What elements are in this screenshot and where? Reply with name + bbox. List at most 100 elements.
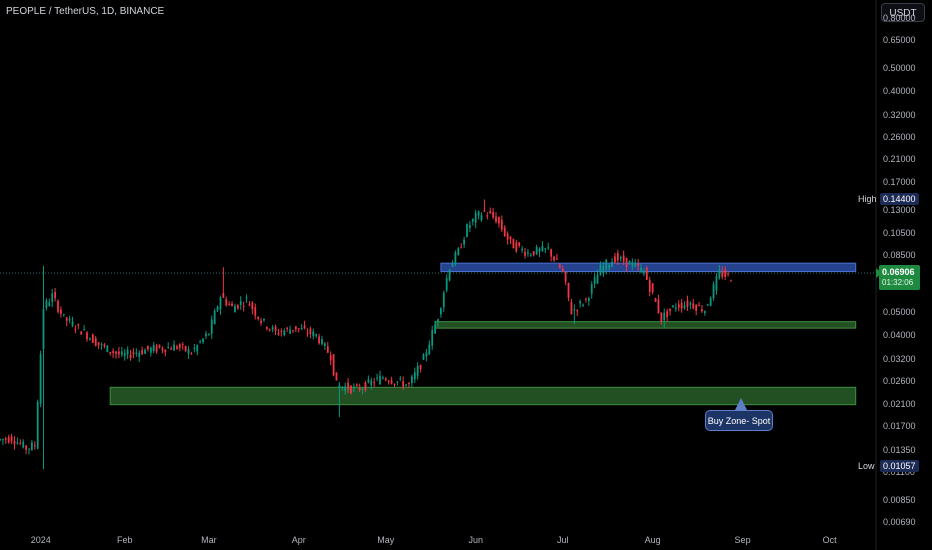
candle-body: [730, 280, 732, 282]
support-zone[interactable]: [109, 386, 857, 406]
low-label: Low: [858, 461, 875, 471]
candle: [231, 301, 233, 307]
candle: [616, 249, 619, 266]
candle: [120, 346, 123, 358]
candle-body: [654, 298, 657, 302]
time-tick-label: 2024: [30, 535, 51, 545]
candle-body: [561, 268, 564, 272]
candle: [190, 351, 193, 355]
candle: [48, 298, 51, 307]
candle: [518, 241, 521, 248]
candle-body: [634, 262, 637, 267]
candle-body: [538, 248, 541, 252]
candle: [498, 216, 500, 228]
price-tick-label: 0.21000: [883, 154, 916, 165]
candle: [106, 345, 109, 353]
candle-body: [541, 245, 544, 252]
candle-body: [628, 260, 631, 265]
candle: [483, 199, 486, 213]
bar-countdown: 01:32:06: [882, 278, 914, 287]
zone-layer: [109, 262, 857, 406]
candle-body: [527, 252, 529, 254]
candle-body: [608, 264, 611, 269]
price-tick-label: 0.05000: [883, 306, 916, 317]
candle-body: [341, 386, 344, 389]
candle: [161, 346, 164, 354]
candle: [590, 281, 593, 299]
candle-body: [33, 445, 36, 447]
candle: [257, 316, 260, 321]
candle-body: [300, 327, 303, 330]
candle: [593, 273, 596, 289]
candle: [202, 338, 204, 345]
candle-body: [503, 227, 506, 237]
resistance-zone[interactable]: [440, 262, 857, 273]
candle-body: [492, 212, 495, 218]
support-zone[interactable]: [434, 321, 857, 329]
candle: [712, 281, 715, 301]
candle-body: [495, 216, 497, 222]
candle-body: [155, 345, 158, 352]
candle: [396, 381, 399, 386]
candle: [381, 375, 384, 380]
candle-body: [674, 307, 677, 309]
candle-body: [0, 439, 1, 441]
currency-button[interactable]: USDT: [881, 3, 925, 22]
candle-body: [405, 384, 407, 386]
candle: [703, 310, 706, 316]
candle: [477, 210, 480, 220]
candle: [666, 308, 669, 322]
candle: [724, 266, 727, 280]
candle: [602, 261, 605, 277]
candle: [434, 320, 436, 334]
candle: [640, 263, 642, 274]
candle-body: [22, 441, 25, 448]
candle: [648, 277, 651, 297]
candle-body: [434, 324, 436, 334]
candle: [695, 303, 698, 316]
candle-body: [680, 302, 683, 309]
candle-body: [187, 349, 190, 354]
candle: [399, 376, 402, 382]
candle-body: [402, 381, 405, 387]
candle: [355, 383, 358, 387]
price-tick-label: 0.02600: [883, 376, 916, 386]
candle: [22, 439, 25, 449]
candle-body: [379, 375, 381, 385]
buy-zone-callout[interactable]: Buy Zone- Spot: [705, 410, 773, 431]
candle: [297, 328, 300, 333]
candle-body: [689, 303, 692, 305]
candle-body: [602, 265, 605, 274]
time-tick-label: Aug: [644, 535, 661, 545]
candle-layer: [0, 199, 732, 470]
candle: [500, 215, 503, 232]
price-tick-label: 0.80000: [883, 12, 916, 23]
candle-body: [202, 338, 204, 343]
candle-body: [242, 306, 245, 308]
candle: [19, 439, 22, 446]
candle-body: [640, 267, 642, 273]
candle-body: [614, 256, 616, 263]
candle: [129, 349, 132, 361]
candle-body: [428, 344, 431, 355]
candle: [454, 250, 457, 266]
candle-body: [596, 274, 599, 284]
candle-body: [62, 313, 65, 315]
candle: [236, 304, 239, 310]
candle: [115, 350, 117, 359]
candle: [100, 342, 103, 350]
candle-body: [469, 225, 471, 228]
candle-body: [683, 305, 686, 309]
candle: [193, 344, 196, 353]
candle-body: [19, 442, 22, 444]
candle: [463, 236, 466, 249]
candle: [309, 326, 312, 339]
candle: [89, 337, 91, 341]
candle-body: [686, 300, 689, 307]
candle-body: [147, 345, 149, 350]
candle: [561, 265, 564, 273]
candle: [62, 313, 65, 317]
candle-body: [570, 302, 573, 314]
candle-body: [381, 377, 384, 379]
